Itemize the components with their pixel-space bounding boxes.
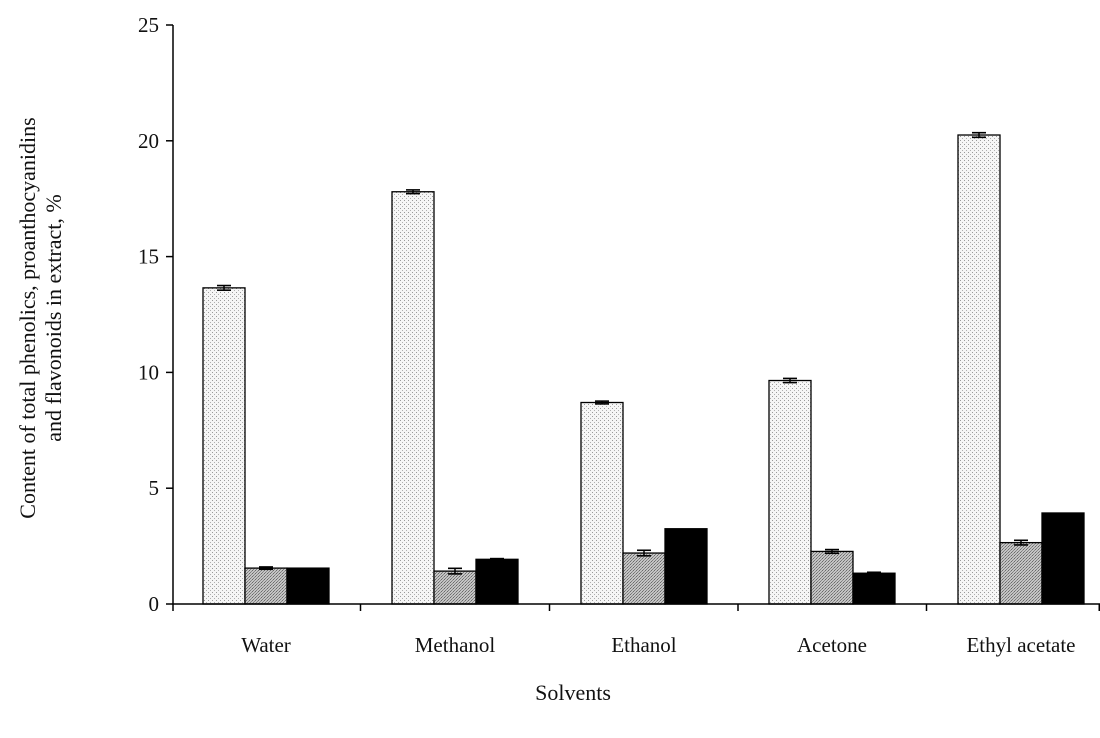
bar-series1-water: [202, 287, 246, 605]
bar-series2-ethyl-acetate: [999, 541, 1043, 605]
y-axis-title: Content of total phenolics, proanthocyan…: [15, 117, 66, 518]
x-category-label: Water: [241, 633, 291, 657]
x-axis-title: Solvents: [535, 680, 611, 705]
bar-series3-water: [286, 567, 330, 605]
y-tick-label: 20: [138, 129, 159, 153]
x-category-label: Ethyl acetate: [966, 633, 1075, 657]
bars-layer: [202, 131, 1085, 605]
bar-series1-ethanol: [580, 401, 624, 605]
y-tick-label: 10: [138, 360, 159, 384]
bar-series2-water: [244, 567, 288, 605]
y-axis-title-line-1: Content of total phenolics, proanthocyan…: [15, 117, 40, 518]
y-tick-label: 25: [138, 13, 159, 37]
y-tick-label: 0: [149, 592, 160, 616]
bar-series2-methanol: [433, 570, 477, 605]
x-category-label: Acetone: [797, 633, 867, 657]
bar-series3-methanol: [475, 558, 519, 605]
y-axis-title-line-2: and flavonoids in extract, %: [41, 194, 66, 441]
labels-layer: 0 5 10 15 20 25 Water Methanol Ethanol Acetone Eth…: [138, 13, 1076, 657]
bar-series1-acetone: [768, 379, 812, 605]
bar-series1-ethyl-acetate: [957, 134, 1001, 605]
bar-series2-ethanol: [622, 552, 666, 605]
axes-layer: [166, 24, 1100, 611]
bar-series2-acetone: [810, 550, 854, 605]
x-category-label: Methanol: [415, 633, 496, 657]
x-category-label: Ethanol: [611, 633, 676, 657]
y-tick-label: 15: [138, 245, 159, 269]
bar-series3-acetone: [852, 572, 896, 605]
bar-series3-ethanol: [664, 528, 708, 605]
bar-series1-methanol: [391, 191, 435, 605]
y-tick-label: 5: [149, 476, 160, 500]
bar-series3-ethyl-acetate: [1041, 512, 1085, 605]
